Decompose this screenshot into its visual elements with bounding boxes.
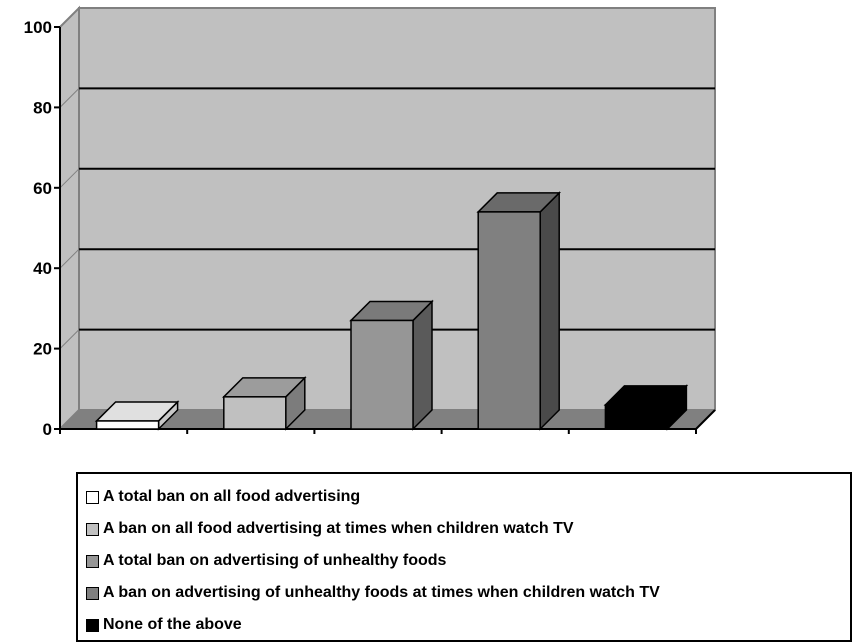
legend-swatch (86, 554, 99, 568)
legend-label: A total ban on all food advertising (103, 488, 361, 505)
legend-item: A ban on all food advertising at times w… (86, 513, 850, 545)
y-tick-label: 60 (33, 179, 52, 198)
y-tick-label: 80 (33, 98, 52, 117)
bar (604, 404, 669, 430)
legend-item: A ban on advertising of unhealthy foods … (86, 577, 850, 609)
bar-side (412, 299, 433, 431)
y-tick-label: 20 (33, 340, 52, 359)
x-axis-end (695, 409, 716, 430)
gridline-side (59, 88, 80, 108)
bar (350, 319, 414, 430)
legend-swatch (86, 490, 99, 504)
bar (477, 211, 541, 430)
legend-swatch (86, 522, 99, 536)
bar-side (539, 191, 560, 431)
legend-swatch (86, 586, 99, 600)
bar (223, 396, 287, 430)
legend: A total ban on all food advertising A ba… (76, 472, 852, 642)
legend-swatch (86, 618, 99, 632)
y-tick-label: 100 (24, 18, 52, 37)
bar-chart: 0 20 40 60 80 100 (24, 5, 717, 439)
bar (95, 420, 160, 430)
legend-label: A ban on all food advertising at times w… (103, 520, 574, 537)
y-tick-label: 0 (43, 420, 52, 439)
legend-item: A total ban on all food advertising (86, 481, 850, 513)
gridline-side (59, 329, 80, 349)
legend-item: None of the above (86, 609, 850, 641)
legend-label: None of the above (103, 616, 242, 633)
gridline-side (59, 168, 80, 189)
legend-item: A total ban on advertising of unhealthy … (86, 545, 850, 577)
legend-label: A total ban on advertising of unhealthy … (103, 552, 447, 569)
legend-label: A ban on advertising of unhealthy foods … (103, 584, 660, 601)
plot-side-wall (59, 5, 80, 432)
gridline-side (59, 248, 80, 269)
y-tick-label: 40 (33, 259, 52, 278)
